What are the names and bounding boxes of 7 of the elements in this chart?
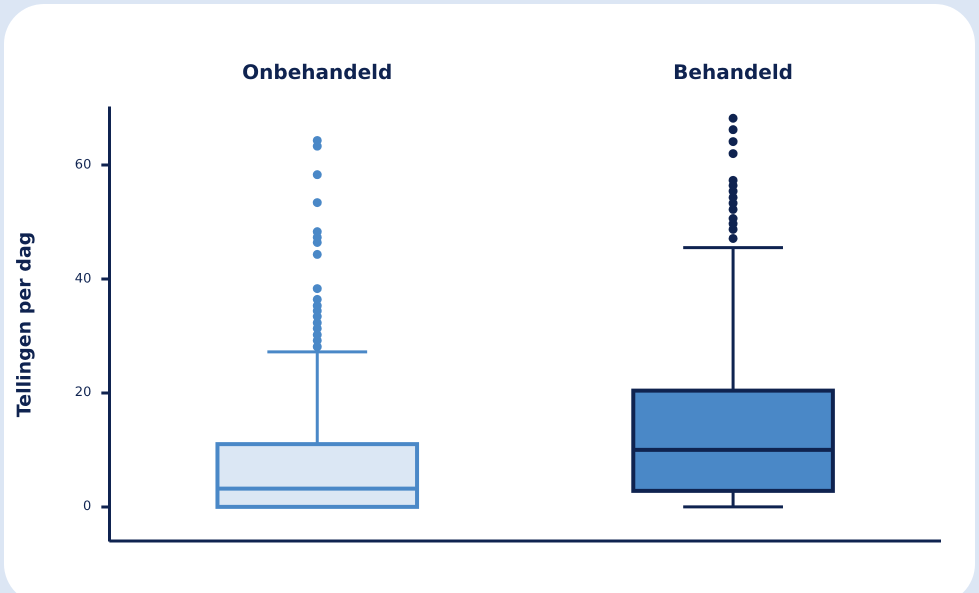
y-tick-label: 0 — [83, 499, 92, 514]
y-tick-label: 60 — [74, 157, 92, 172]
x-tick-label: Onbehandeld — [242, 60, 392, 84]
x-tick-label: Behandeld — [673, 60, 794, 84]
y-tick-label: 40 — [74, 271, 92, 286]
y-axis-title: Tellingen per dag — [13, 232, 36, 418]
y-tick-label: 20 — [74, 385, 92, 400]
